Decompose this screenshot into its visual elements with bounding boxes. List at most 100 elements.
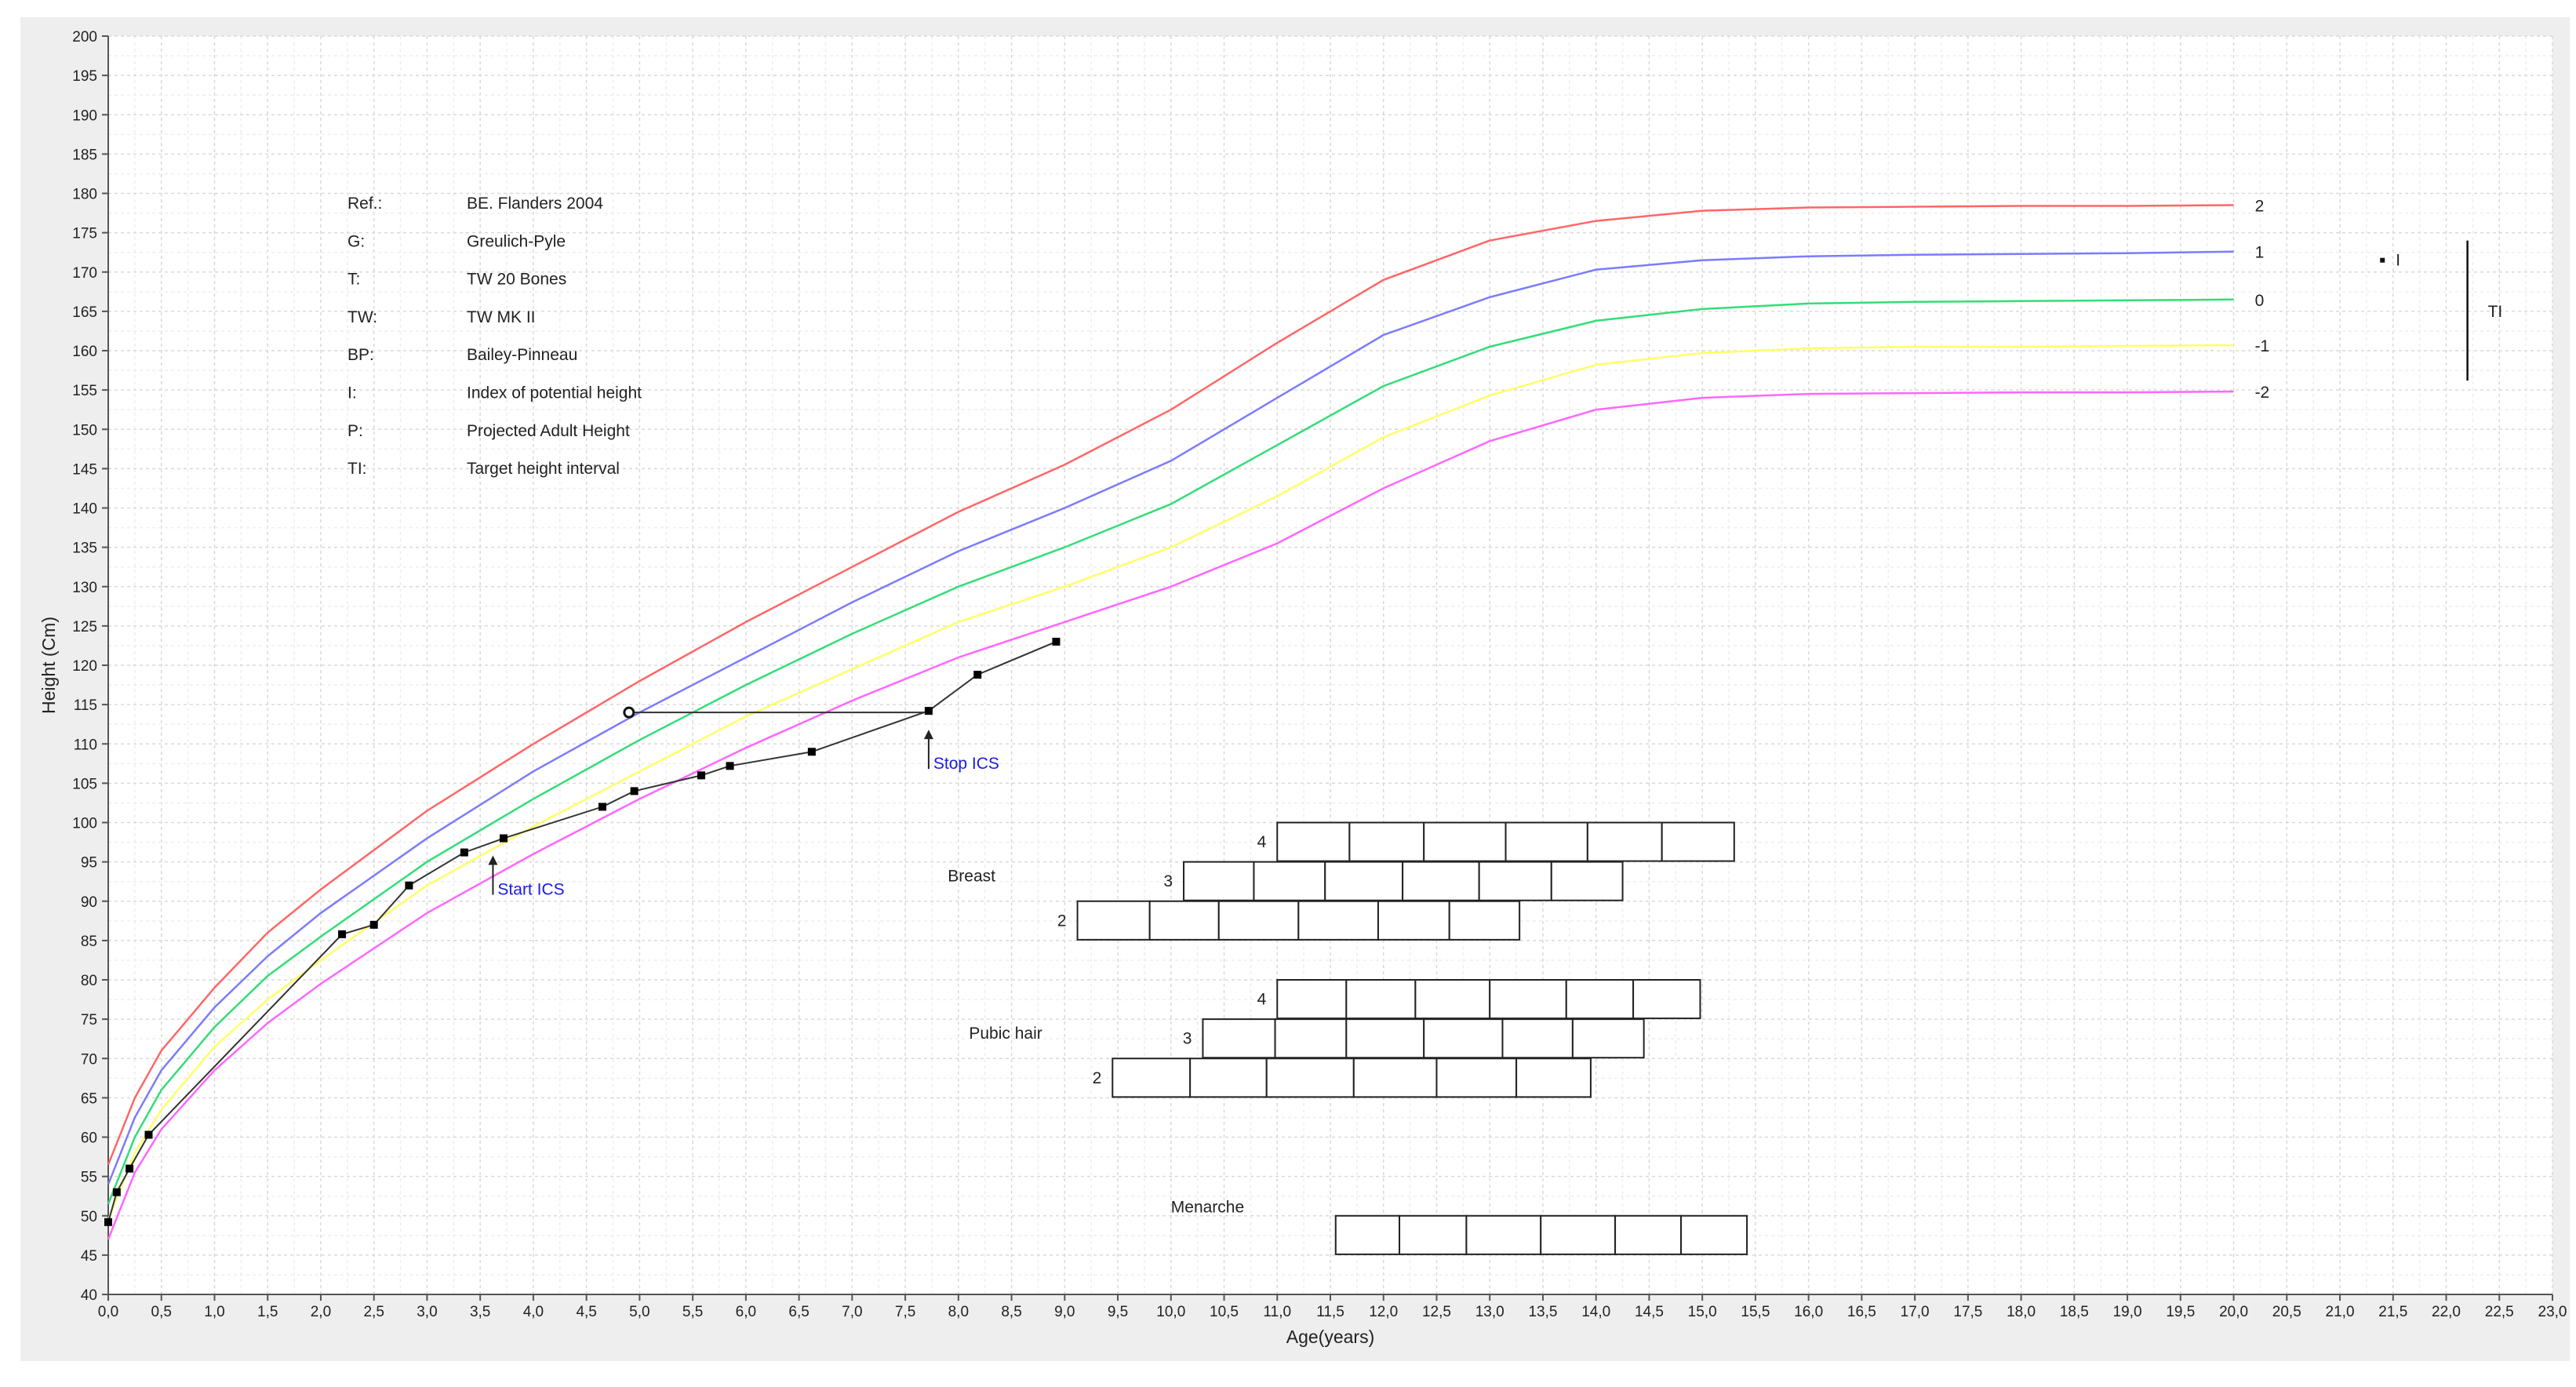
tanner-box <box>1277 823 1349 861</box>
x-tick-label: 2,0 <box>311 1304 331 1320</box>
legend-key: G: <box>347 232 365 250</box>
legend-key: TI: <box>347 460 367 478</box>
index-point <box>2380 258 2385 263</box>
tanner-box <box>1078 901 1150 940</box>
tanner-box <box>1541 1216 1615 1254</box>
x-tick-label: 11,0 <box>1263 1304 1291 1320</box>
tanner-box <box>1662 823 1734 861</box>
patient-point <box>126 1165 133 1173</box>
tanner-box <box>1552 862 1623 901</box>
y-tick-label: 120 <box>72 658 97 675</box>
tanner-box <box>1403 862 1479 901</box>
x-tick-label: 19,0 <box>2113 1304 2142 1320</box>
tanner-stage-label: 3 <box>1163 872 1173 890</box>
x-tick-label: 13,0 <box>1475 1304 1504 1320</box>
sd-curve-label: -2 <box>2255 384 2270 402</box>
x-tick-label: 2,5 <box>363 1304 384 1320</box>
x-tick-label: 4,0 <box>523 1304 544 1320</box>
y-tick-label: 80 <box>81 973 97 989</box>
x-tick-label: 15,5 <box>1741 1304 1770 1320</box>
tanner-box <box>1346 980 1415 1018</box>
index-label: I <box>2396 252 2400 270</box>
patient-point <box>808 748 816 755</box>
patient-point <box>925 707 933 715</box>
patient-point <box>460 849 468 857</box>
tanner-stage-label: 2 <box>1093 1069 1102 1087</box>
tanner-box <box>1466 1216 1541 1254</box>
tanner-box <box>1298 901 1378 940</box>
tanner-group-label: Pubic hair <box>969 1025 1042 1043</box>
sd-curve-label: 0 <box>2255 292 2265 310</box>
y-tick-label: 160 <box>72 344 97 360</box>
tanner-box <box>1424 823 1505 861</box>
y-tick-label: 155 <box>72 383 97 399</box>
x-tick-label: 8,0 <box>948 1304 969 1320</box>
tanner-box <box>1277 980 1346 1018</box>
x-tick-label: 22,0 <box>2432 1304 2461 1320</box>
x-tick-label: 6,5 <box>788 1304 809 1320</box>
tanner-box <box>1202 1019 1275 1058</box>
patient-point <box>697 771 705 779</box>
x-tick-label: 21,5 <box>2378 1304 2407 1320</box>
legend-key: I: <box>347 384 357 402</box>
y-tick-label: 55 <box>81 1170 97 1186</box>
tanner-box <box>1325 862 1403 901</box>
tanner-box <box>1573 1019 1644 1058</box>
tanner-box <box>1490 980 1566 1018</box>
x-tick-label: 12,0 <box>1369 1304 1398 1320</box>
sd-curve-label: 2 <box>2255 198 2265 216</box>
x-tick-label: 22,5 <box>2485 1304 2514 1320</box>
y-tick-label: 190 <box>72 107 97 124</box>
x-tick-label: 16,5 <box>1847 1304 1876 1320</box>
tanner-box <box>1190 1058 1267 1097</box>
y-tick-label: 65 <box>81 1090 97 1107</box>
legend-key: P: <box>347 422 363 440</box>
legend-key: TW: <box>347 308 377 326</box>
y-tick-label: 170 <box>72 265 97 282</box>
tanner-box <box>1275 1019 1347 1058</box>
y-tick-label: 140 <box>72 501 97 518</box>
y-tick-label: 195 <box>72 68 97 85</box>
tanner-box <box>1253 862 1325 901</box>
patient-point <box>405 882 413 890</box>
patient-point <box>370 921 378 929</box>
y-tick-label: 100 <box>72 816 97 832</box>
y-tick-label: 45 <box>81 1248 97 1265</box>
tanner-box <box>1354 1058 1437 1097</box>
x-axis-title: Age(years) <box>1286 1327 1374 1347</box>
x-tick-label: 14,0 <box>1581 1304 1610 1320</box>
x-tick-label: 0,0 <box>98 1304 118 1320</box>
patient-point <box>338 930 346 938</box>
tanner-box <box>1336 1216 1399 1254</box>
tanner-group-label: Menarche <box>1171 1199 1244 1217</box>
tanner-stage-label: 4 <box>1257 991 1267 1009</box>
y-tick-label: 105 <box>72 776 97 792</box>
tanner-box <box>1346 1019 1424 1058</box>
tanner-box <box>1415 980 1490 1018</box>
tanner-box <box>1516 1058 1591 1097</box>
x-tick-label: 14,5 <box>1635 1304 1664 1320</box>
y-tick-label: 50 <box>81 1209 97 1225</box>
x-tick-label: 5,5 <box>682 1304 703 1320</box>
x-tick-label: 9,5 <box>1108 1304 1128 1320</box>
tanner-stage-label: 2 <box>1057 912 1067 930</box>
legend-key: Ref.: <box>347 195 382 213</box>
x-tick-label: 12,5 <box>1422 1304 1451 1320</box>
sd-curve-label: -1 <box>2255 337 2270 355</box>
x-tick-label: 6,0 <box>736 1304 756 1320</box>
y-tick-label: 175 <box>72 226 97 242</box>
y-tick-label: 185 <box>72 147 97 163</box>
y-tick-label: 70 <box>81 1051 97 1068</box>
legend-value: Greulich-Pyle <box>467 232 566 250</box>
legend-value: Bailey-Pinneau <box>467 346 577 364</box>
legend-value: Target height interval <box>467 460 620 478</box>
y-tick-label: 75 <box>81 1012 97 1028</box>
y-tick-label: 125 <box>72 619 97 635</box>
x-tick-label: 17,5 <box>1953 1304 1982 1320</box>
tanner-stage-label: 4 <box>1257 833 1267 851</box>
tanner-box <box>1112 1058 1190 1097</box>
y-tick-label: 165 <box>72 304 97 321</box>
x-tick-label: 15,0 <box>1688 1304 1717 1320</box>
